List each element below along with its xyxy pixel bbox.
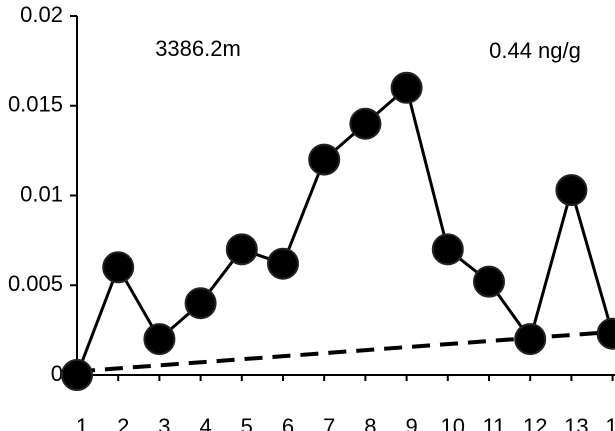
data-point [225, 233, 258, 266]
data-point [349, 107, 382, 140]
data-point [390, 71, 423, 104]
data-point [143, 323, 176, 356]
x-tick-label: 1 [76, 414, 88, 431]
annotation: 3386.2m [155, 36, 241, 61]
data-point [431, 233, 464, 266]
x-tick-label: 13 [564, 414, 588, 431]
x-tick-label: 2 [117, 414, 129, 431]
y-tick-label: 0.005 [8, 271, 63, 296]
data-point [61, 359, 93, 391]
x-tick-label: 14 [605, 414, 615, 431]
annotation: 0.44 ng/g [489, 38, 581, 63]
x-tick-label: 12 [523, 414, 547, 431]
data-point [555, 174, 588, 207]
x-tick-label: 10 [441, 414, 465, 431]
data-point [184, 287, 217, 320]
data-point [102, 251, 135, 284]
y-tick-label: 0.015 [8, 92, 63, 117]
x-tick-label: 9 [405, 414, 417, 431]
x-tick-label: 11 [483, 414, 506, 431]
x-tick-label: 4 [199, 414, 211, 431]
data-point [514, 323, 547, 356]
trendline [76, 329, 613, 374]
data-point [473, 265, 505, 298]
x-tick-label: 6 [282, 414, 294, 431]
x-tick-label: 8 [364, 414, 376, 431]
x-tick-label: 5 [241, 414, 253, 431]
x-tick-label: 7 [323, 414, 335, 431]
data-point [267, 247, 299, 280]
y-tick-label: 0 [51, 361, 63, 386]
y-tick-label: 0.01 [20, 181, 63, 206]
x-tick-label: 3 [158, 414, 170, 431]
data-point [308, 143, 341, 176]
y-tick-label: 0.02 [20, 2, 63, 27]
data-point [596, 317, 615, 350]
